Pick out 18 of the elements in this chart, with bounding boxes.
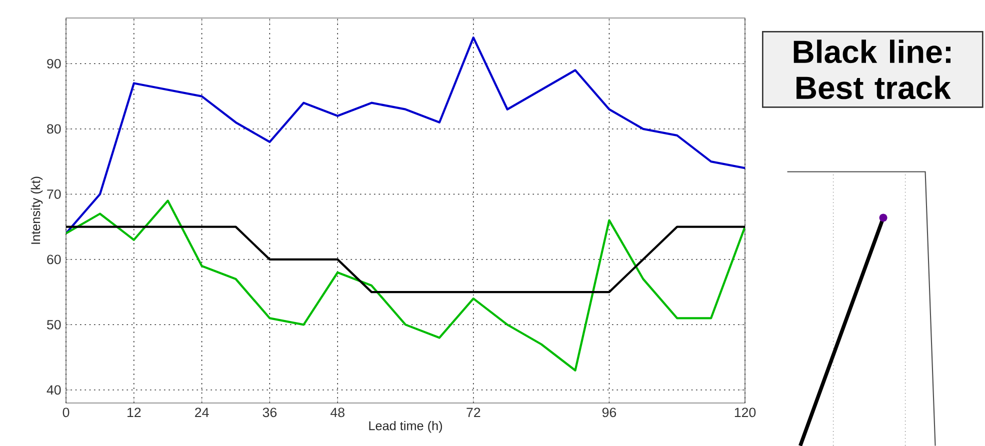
x-tick-label: 0 <box>62 408 70 418</box>
x-axis-title: Lead time (h) <box>369 420 442 433</box>
x-tick-label: 120 <box>734 408 756 418</box>
x-tick-label: 24 <box>195 408 209 418</box>
y-axis-title: Intensity (kt) <box>30 176 43 244</box>
x-tick-label: 12 <box>128 408 141 418</box>
y-tick-label: 50 <box>47 320 61 330</box>
y-tick-label: 70 <box>47 189 61 199</box>
y-tick-label: 80 <box>47 124 61 134</box>
y-tick-label: 40 <box>46 385 61 395</box>
x-tick-label: 36 <box>262 408 277 418</box>
x-tick-label: 72 <box>466 408 480 418</box>
line-series <box>66 200 745 372</box>
x-tick-label: 96 <box>602 408 616 418</box>
text: Black line: Best track <box>794 40 951 100</box>
x-tick-label: 48 <box>330 408 344 418</box>
y-tick-label: 90 <box>47 58 61 68</box>
y-tick-label: 60 <box>47 254 61 264</box>
